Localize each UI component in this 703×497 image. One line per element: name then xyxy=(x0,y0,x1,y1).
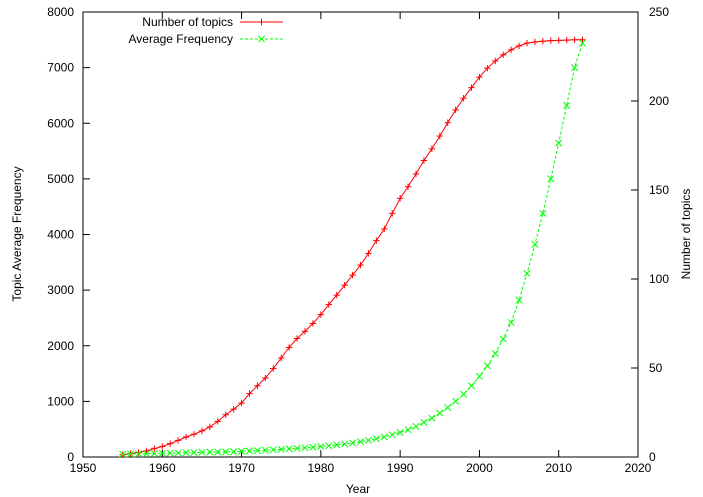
x-tick-label: 1970 xyxy=(228,461,255,475)
y-tick-label: 8000 xyxy=(47,5,74,19)
data-point xyxy=(349,439,357,447)
y-tick-label: 0 xyxy=(67,450,74,464)
y-tick-label: 5000 xyxy=(47,172,74,186)
data-point xyxy=(364,436,372,444)
data-point xyxy=(380,433,388,441)
data-point xyxy=(277,445,285,453)
data-point xyxy=(523,269,531,278)
y-tick-label: 3000 xyxy=(47,283,74,297)
data-point xyxy=(190,448,198,457)
data-point xyxy=(563,101,571,110)
data-point xyxy=(261,446,269,454)
y-axis-title: Topic Average Frequency xyxy=(10,166,24,301)
data-point xyxy=(333,441,341,449)
data-point xyxy=(134,450,143,458)
y-tick-label: 1000 xyxy=(47,394,74,408)
x-tick-label: 1990 xyxy=(387,461,414,475)
data-point xyxy=(571,63,579,72)
data-point xyxy=(182,449,190,457)
x-tick-label: 2010 xyxy=(545,461,572,475)
data-point xyxy=(404,426,412,434)
x-tick-label: 2020 xyxy=(625,461,652,475)
data-point xyxy=(515,296,523,304)
data-point xyxy=(475,372,483,380)
data-point xyxy=(467,382,476,390)
data-point xyxy=(119,450,127,458)
data-point xyxy=(547,175,555,183)
data-point xyxy=(206,448,214,456)
y-tick-label: 4000 xyxy=(47,228,74,242)
y2-tick-label: 0 xyxy=(649,450,656,464)
plot-frame xyxy=(82,11,639,458)
y2-tick-label: 150 xyxy=(649,183,669,197)
data-point xyxy=(293,444,301,452)
data-point xyxy=(341,440,349,448)
y2-tick-label: 50 xyxy=(649,361,663,375)
x-tick-label: 1950 xyxy=(70,461,97,475)
data-point xyxy=(531,240,539,249)
data-point xyxy=(309,443,317,451)
y2-tick-label: 250 xyxy=(649,5,669,19)
x-axis-title: Year xyxy=(346,482,370,496)
data-point xyxy=(555,139,563,147)
data-point xyxy=(285,445,293,453)
data-point xyxy=(269,446,277,454)
data-point xyxy=(578,39,587,47)
y-tick-label: 6000 xyxy=(47,116,74,130)
data-point xyxy=(166,449,174,457)
data-point xyxy=(507,318,515,326)
data-point xyxy=(539,209,547,217)
data-point xyxy=(238,447,246,455)
data-point xyxy=(142,450,150,458)
data-point xyxy=(388,431,396,439)
legend-label: Number of topics xyxy=(142,15,233,29)
data-point xyxy=(436,409,444,417)
data-point xyxy=(412,422,420,430)
series-average-frequency xyxy=(119,39,587,458)
data-point xyxy=(444,403,452,412)
data-point xyxy=(452,397,460,405)
y2-tick-label: 100 xyxy=(649,272,669,286)
series-line xyxy=(122,39,583,456)
data-point xyxy=(356,438,365,446)
data-point xyxy=(396,428,404,436)
data-point xyxy=(460,390,468,398)
data-point xyxy=(325,442,333,450)
data-point xyxy=(198,448,206,456)
axes: 1950 1960 1970 1980 1990 2000 2010 202001000200… xyxy=(47,5,669,475)
data-point xyxy=(428,414,436,422)
data-point xyxy=(245,447,254,455)
data-point xyxy=(158,449,166,457)
x-tick-label: 2000 xyxy=(466,461,493,475)
legend-marker xyxy=(257,35,266,43)
legend-label: Average Frequency xyxy=(128,32,233,46)
data-point xyxy=(372,435,380,443)
data-point xyxy=(491,350,499,358)
data-point xyxy=(150,449,158,457)
y-tick-label: 2000 xyxy=(47,339,74,353)
data-point xyxy=(222,448,230,456)
data-point xyxy=(499,335,507,343)
data-point xyxy=(317,442,325,451)
series-layer xyxy=(119,36,587,458)
x-tick-label: 1960 xyxy=(149,461,176,475)
series-line xyxy=(122,42,583,455)
data-point xyxy=(174,449,182,457)
x-tick-label: 1980 xyxy=(308,461,335,475)
data-point xyxy=(253,447,261,455)
y2-tick-label: 200 xyxy=(649,94,669,108)
y2-axis-title: Number of topics xyxy=(679,189,693,280)
y-tick-label: 7000 xyxy=(47,61,74,75)
legend: Number of topics Average Frequency xyxy=(128,15,283,46)
data-point xyxy=(420,418,428,427)
data-point xyxy=(127,450,135,458)
data-point xyxy=(230,448,238,456)
data-point xyxy=(301,444,309,452)
data-point xyxy=(483,362,491,370)
series-number-of-topics xyxy=(119,36,586,458)
data-point xyxy=(214,448,222,456)
